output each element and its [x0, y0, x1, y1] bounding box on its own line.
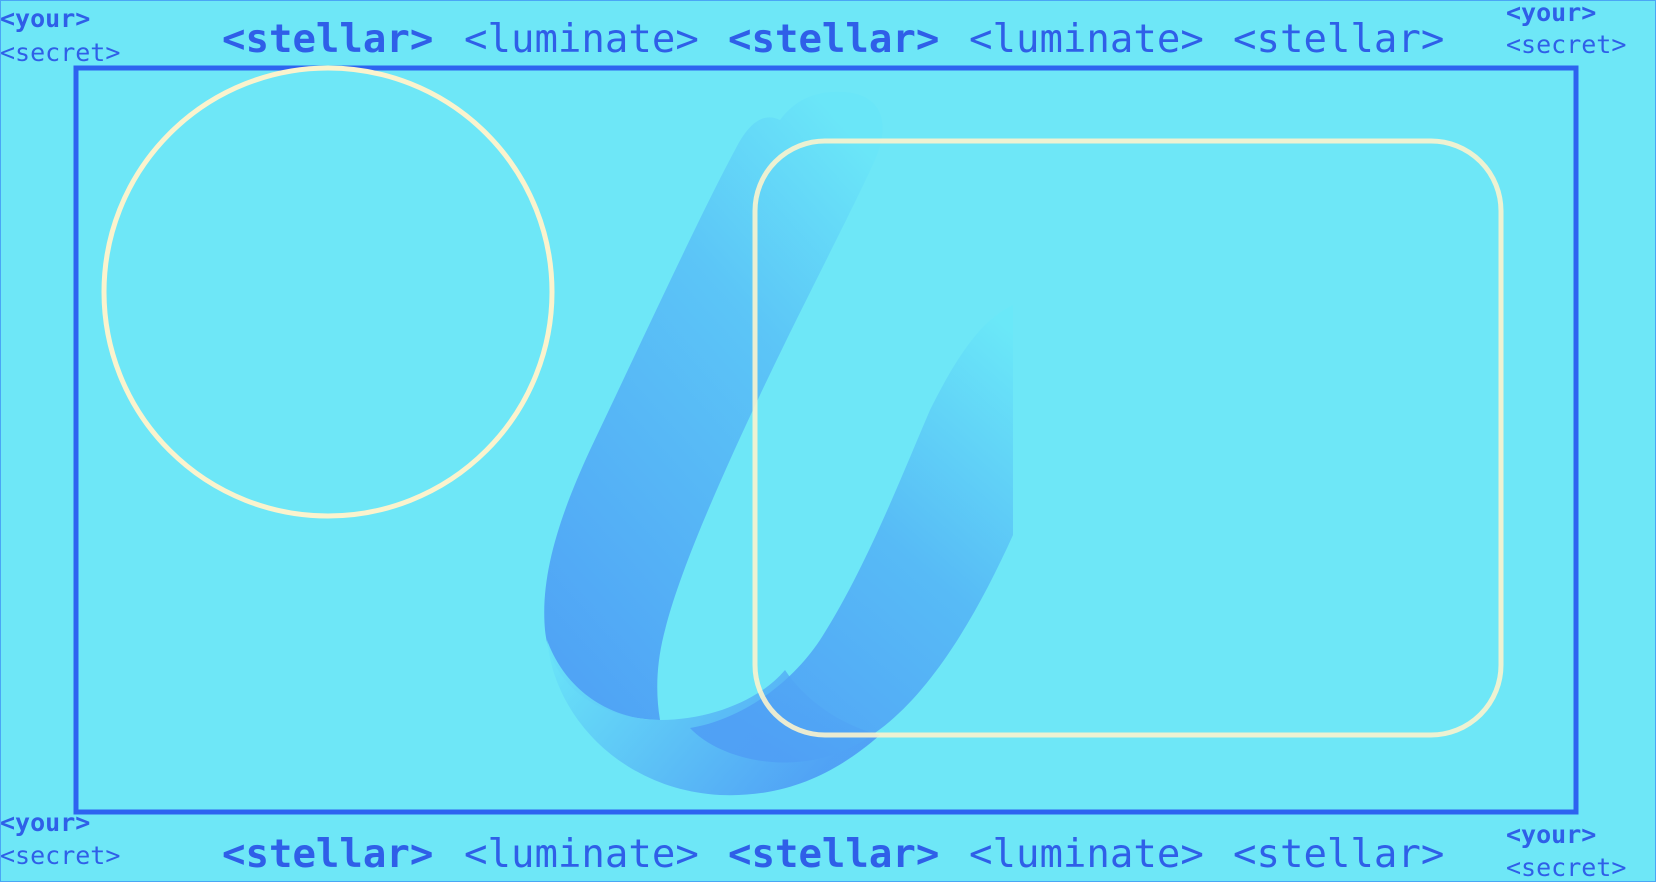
- banner-top-word-3: <stellar>: [728, 20, 939, 59]
- corner-bottom-right-line2: <secret>: [1506, 855, 1626, 880]
- banner-bottom-word-2: <luminate>: [464, 835, 699, 874]
- banner-top-word-2: <luminate>: [464, 20, 699, 59]
- ribbon-swoosh-icon: [544, 92, 1013, 795]
- banner-bottom-word-5: <stellar>: [1233, 835, 1444, 874]
- corner-top-right-line2: <secret>: [1506, 32, 1626, 57]
- banner-top-word-4: <luminate>: [969, 20, 1204, 59]
- corner-top-right-line1: <your>: [1506, 0, 1596, 25]
- corner-bottom-left-line1: <your>: [0, 810, 90, 835]
- corner-bottom-right-line1: <your>: [1506, 822, 1596, 847]
- banner-top-word-1: <stellar>: [222, 20, 433, 59]
- banner-bottom-word-3: <stellar>: [728, 835, 939, 874]
- corner-top-left-line1: <your>: [0, 6, 90, 31]
- banner-bottom-word-1: <stellar>: [222, 835, 433, 874]
- outline-circle: [104, 68, 552, 516]
- corner-top-left-line2: <secret>: [0, 40, 120, 65]
- corner-bottom-left-line2: <secret>: [0, 843, 120, 868]
- banner-top-word-5: <stellar>: [1233, 20, 1444, 59]
- banner-bottom-word-4: <luminate>: [969, 835, 1204, 874]
